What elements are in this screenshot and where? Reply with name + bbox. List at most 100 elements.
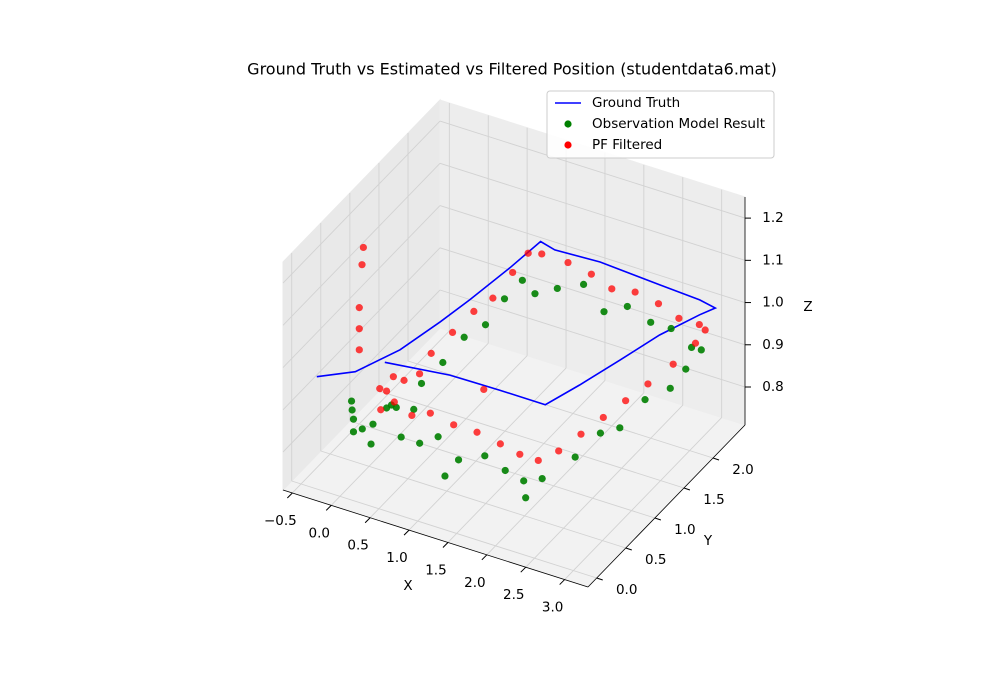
legend-swatch (564, 141, 572, 149)
point (577, 430, 585, 438)
point (596, 429, 605, 437)
point (666, 384, 674, 392)
point (555, 447, 563, 455)
grid-line (282, 289, 441, 453)
point (369, 420, 377, 428)
point (408, 411, 416, 420)
point (349, 428, 358, 436)
x-axis-label: X (403, 578, 412, 594)
grid-line (369, 355, 528, 519)
y-tick-label: 1.0 (674, 522, 695, 538)
point (355, 346, 363, 354)
x-tick-label: 3.0 (542, 600, 563, 616)
point (654, 300, 663, 308)
tick-mark (683, 487, 691, 491)
point (489, 294, 497, 302)
tick-mark (596, 577, 603, 581)
ground-truth-line (316, 240, 718, 406)
point (538, 250, 546, 258)
tick-mark (403, 529, 410, 536)
grid-line (330, 343, 489, 506)
point (460, 333, 468, 341)
tick-mark (442, 542, 449, 548)
grid-line (439, 205, 746, 303)
point (480, 385, 488, 394)
point (382, 387, 391, 395)
point (367, 440, 375, 448)
tick-mark (286, 492, 293, 499)
point (564, 258, 572, 267)
point (397, 433, 405, 441)
legend-swatch (564, 120, 572, 128)
x-tick-label: 1.0 (386, 550, 407, 566)
y-tick-label: 2.0 (732, 462, 753, 478)
point (426, 409, 434, 417)
point (427, 349, 435, 357)
point (355, 304, 363, 312)
point (390, 398, 398, 406)
grid-line (447, 380, 606, 543)
grid-line (525, 404, 684, 568)
y-tick-label: 1.5 (703, 492, 724, 508)
legend-label: Observation Model Result (592, 116, 765, 132)
point (695, 320, 703, 329)
point (691, 339, 700, 347)
point (631, 288, 639, 296)
x-tick-label: 1.5 (425, 562, 446, 578)
point (481, 452, 489, 460)
x-axis-line (282, 489, 589, 588)
tick-mark (325, 504, 332, 511)
point (441, 472, 449, 480)
y-tick-label: 0.5 (645, 552, 666, 568)
point (579, 280, 588, 288)
point (520, 477, 528, 485)
grid-line (291, 480, 597, 579)
point (434, 433, 442, 441)
point (410, 405, 418, 413)
tick-mark (559, 579, 566, 585)
point (587, 270, 595, 278)
tick-mark (520, 566, 527, 573)
grid-line (564, 417, 722, 580)
point (415, 370, 424, 378)
point (392, 403, 400, 412)
point (439, 358, 447, 367)
point (641, 396, 649, 404)
z-tick-label: 0.9 (762, 337, 783, 353)
point (622, 397, 630, 405)
grid-line (292, 330, 450, 494)
grid-line (408, 367, 567, 531)
point (473, 428, 481, 436)
point (358, 261, 366, 269)
point (450, 421, 458, 429)
legend: Ground Truth Observation Model Result PF F… (546, 90, 775, 159)
grid-line (282, 163, 441, 326)
point (376, 385, 384, 393)
point (389, 373, 397, 381)
point (516, 450, 524, 458)
point (600, 308, 608, 316)
tick-mark (712, 457, 720, 461)
grid-line (439, 289, 746, 388)
point (377, 406, 385, 414)
tick-mark (625, 547, 632, 551)
point (534, 456, 542, 465)
point (454, 456, 463, 464)
legend-label: Ground Truth (592, 95, 680, 111)
z-tick-label: 1.0 (762, 295, 783, 311)
point (509, 268, 517, 277)
point (355, 325, 363, 333)
point (522, 494, 530, 502)
z-tick-label: 1.1 (762, 252, 783, 268)
x-tick-label: 2.0 (464, 575, 485, 591)
point (524, 249, 532, 257)
point (608, 285, 616, 293)
point (571, 453, 579, 461)
legend-label: PF Filtered (592, 137, 662, 153)
point (647, 318, 655, 326)
point (701, 326, 709, 334)
point (675, 314, 683, 322)
point (348, 406, 356, 414)
grid-line (378, 390, 685, 489)
legend-box (546, 90, 775, 159)
